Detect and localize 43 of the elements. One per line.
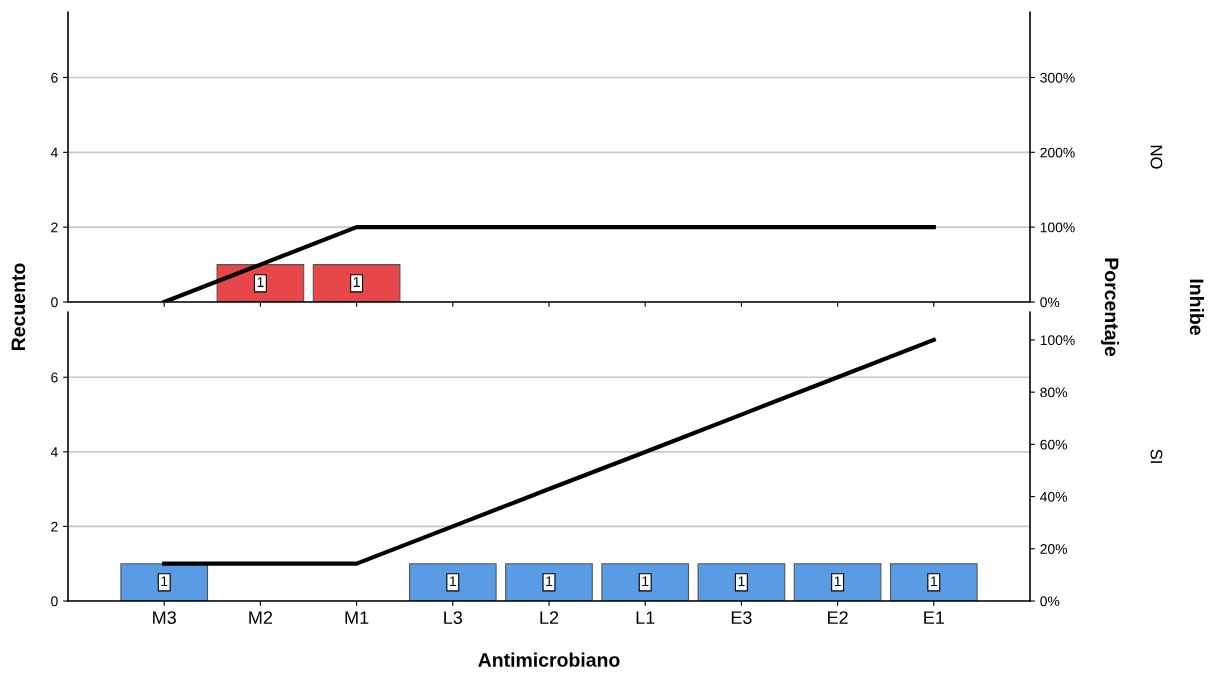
y2-tick-label: 20%	[1040, 544, 1068, 554]
y2-tick-label: 300%	[1040, 72, 1075, 83]
y2-tick-label: 100%	[1040, 335, 1075, 346]
y-tick-label: 6	[51, 372, 58, 383]
y2-tick-label: 200%	[1040, 147, 1075, 158]
data-label: 1	[931, 576, 937, 586]
data-label: 1	[642, 576, 649, 586]
line-series	[162, 337, 936, 566]
text: NO	[1150, 145, 1163, 169]
x-tick-label: E1	[924, 611, 944, 624]
x-tick-label: M3	[153, 611, 176, 624]
data-label: 1	[257, 277, 264, 287]
x-tick-label: E2	[828, 611, 848, 624]
y2-tick-label: 100%	[1040, 222, 1075, 233]
x-tick-label: M1	[345, 611, 369, 624]
y2-tick-label: 40%	[1040, 491, 1068, 502]
data-label: 1	[450, 576, 456, 586]
x-axis-title: Antimicrobiano	[478, 652, 620, 667]
x-tick-label: L1	[636, 611, 655, 624]
y-tick-label: 4	[50, 447, 58, 457]
y-tick-label: 0	[51, 297, 58, 308]
data-label: 1	[546, 576, 553, 586]
x-tick-label: L2	[540, 611, 559, 624]
y2-tick-label: 0%	[1040, 297, 1060, 308]
data-label: 1	[161, 576, 168, 586]
data-label: 1	[834, 576, 841, 586]
x-tick-label: M2	[249, 611, 273, 624]
text: SI	[1150, 449, 1163, 463]
y2-tick-label: 80%	[1040, 387, 1068, 398]
y-tick-label: 0	[51, 596, 58, 607]
data-label: 1	[353, 277, 360, 287]
text: Inhibe	[1189, 279, 1205, 335]
y-tick-label: 2	[51, 222, 58, 233]
y2-axis-title: Porcentaje	[1100, 258, 1120, 357]
y-tick-label: 2	[51, 521, 58, 532]
y-tick-label: 4	[50, 147, 58, 158]
data-label: 1	[738, 576, 745, 586]
y-axis-title: Recuento	[11, 263, 26, 350]
x-tick-label: L3	[444, 611, 463, 624]
x-tick-label: E3	[731, 611, 752, 624]
y2-tick-label: 60%	[1040, 439, 1068, 450]
y-tick-label: 6	[51, 72, 58, 83]
y2-tick-label: 0%	[1040, 596, 1060, 607]
